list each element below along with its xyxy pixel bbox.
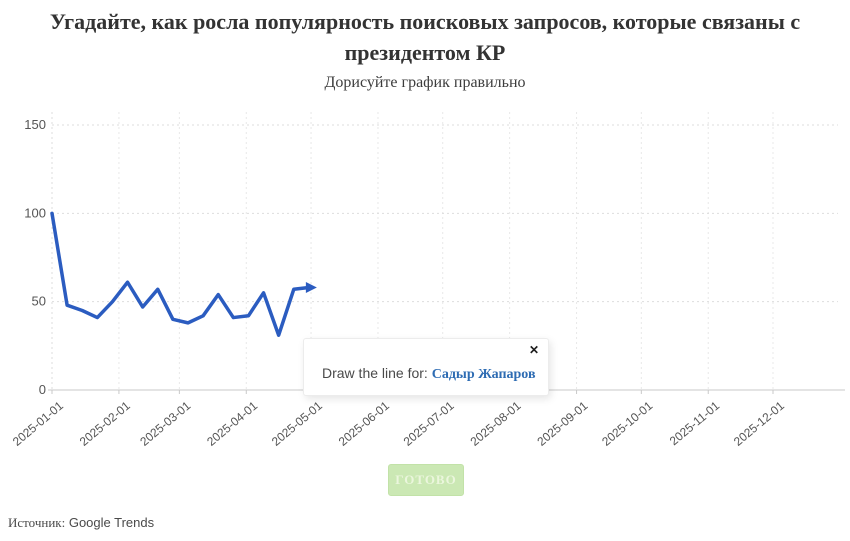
- page-title: Угадайте, как росла популярность поисков…: [49, 9, 801, 66]
- done-button[interactable]: ГОТОВО: [388, 464, 464, 496]
- x-tick-label: 2025-03-01: [137, 398, 193, 448]
- x-tick-label: 2025-07-01: [401, 398, 457, 448]
- line-drag-handle-arrow[interactable]: [305, 282, 317, 294]
- source-value: Google Trends: [65, 515, 155, 530]
- x-tick-label: 2025-04-01: [204, 398, 260, 448]
- source-note: Источник: Google Trends: [8, 515, 154, 531]
- x-tick-label: 2025-02-01: [77, 398, 133, 448]
- page-subtitle: Дорисуйте график правильно: [324, 74, 526, 91]
- x-tick-label: 2025-11-01: [667, 398, 723, 448]
- x-tick-label: 2025-09-01: [534, 398, 590, 448]
- close-icon[interactable]: ✕: [528, 343, 539, 357]
- trend-line[interactable]: [50, 211, 311, 337]
- x-tick-label: 2025-08-01: [468, 398, 524, 448]
- y-tick-label: 100: [24, 205, 46, 220]
- x-tick-label: 2025-05-01: [269, 398, 325, 448]
- draw-line-tooltip: ✕ Draw the line for: Садыр Жапаров: [303, 338, 549, 396]
- y-tick-label: 150: [24, 117, 46, 132]
- y-tick-label: 0: [39, 382, 46, 397]
- x-tick-label: 2025-10-01: [599, 398, 655, 448]
- y-tick-label: 50: [32, 294, 46, 309]
- tooltip-text: Draw the line for: Садыр Жапаров: [322, 365, 536, 383]
- x-tick-label: 2025-01-01: [10, 398, 66, 448]
- tooltip-prompt: Draw the line for:: [322, 365, 432, 381]
- source-label: Источник:: [8, 515, 66, 530]
- x-tick-label: 2025-06-01: [336, 398, 392, 448]
- x-tick-label: 2025-12-01: [731, 398, 787, 448]
- tooltip-subject: Садыр Жапаров: [431, 367, 536, 382]
